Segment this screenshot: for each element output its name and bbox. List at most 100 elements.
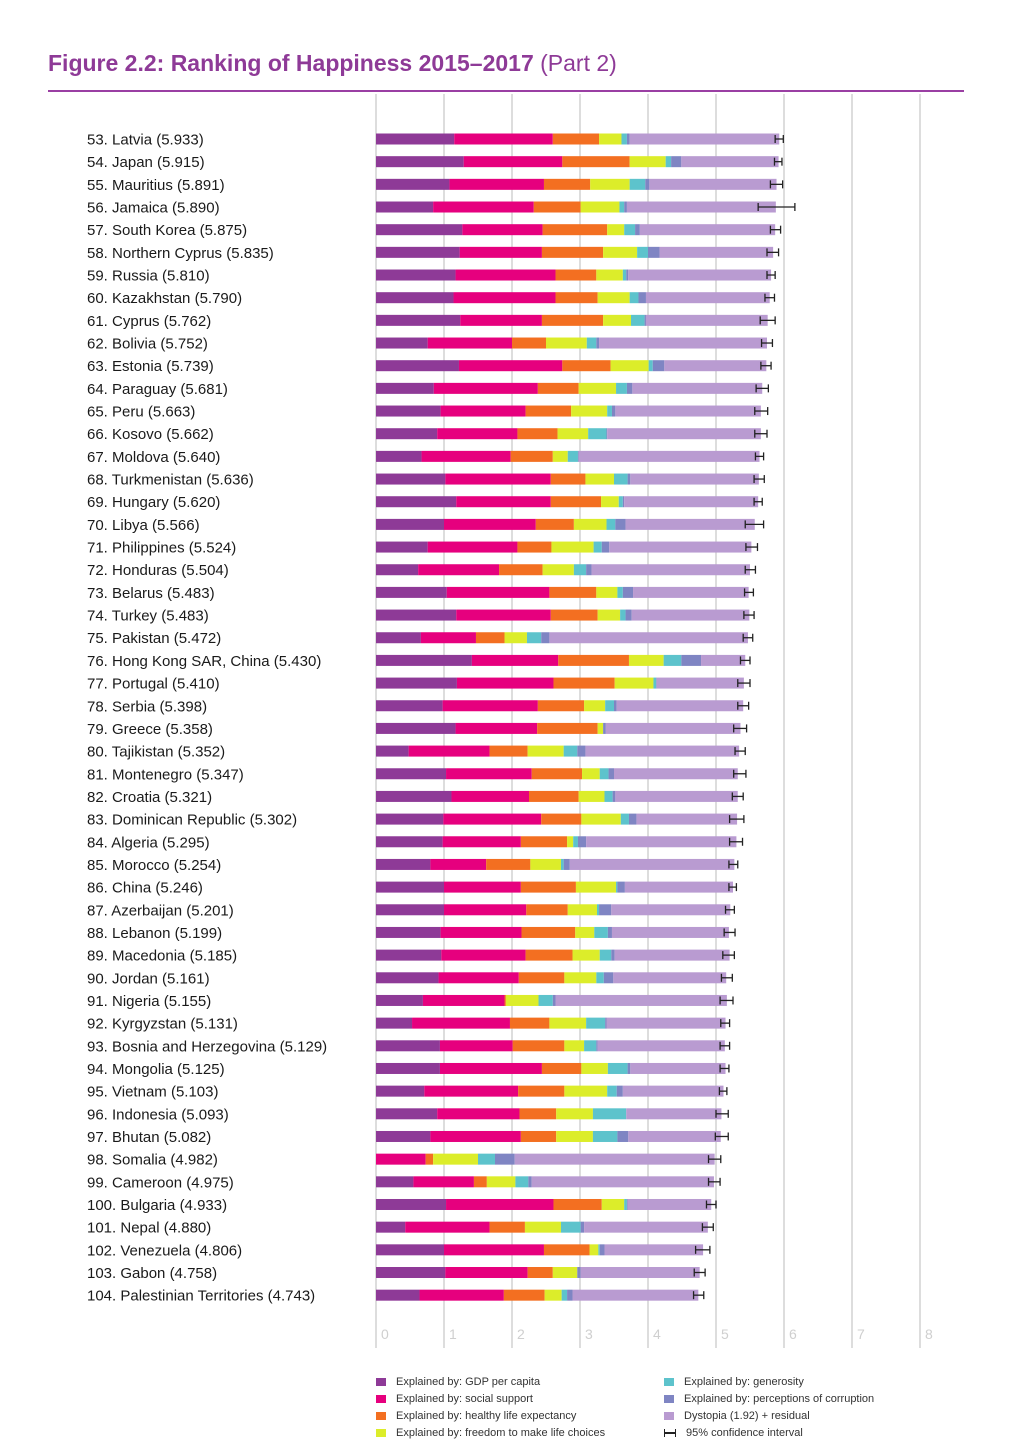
bar-segment-health	[558, 654, 629, 666]
bar-row	[376, 1108, 729, 1120]
confidence-interval	[753, 475, 765, 484]
bar-row	[376, 496, 763, 508]
bar-segment-gdp	[376, 1267, 446, 1278]
confidence-interval	[728, 815, 745, 824]
bar-segment-social	[442, 836, 521, 848]
bar-segment-dystopia	[681, 156, 779, 168]
bar-segment-freedom	[589, 1244, 599, 1256]
bar-segment-generosity	[598, 1244, 600, 1256]
confidence-interval	[722, 951, 736, 960]
bar-segment-social	[437, 428, 518, 440]
bar-segment-health	[533, 201, 581, 213]
bar-segment-freedom	[573, 518, 607, 530]
bar-segment-corruption	[617, 1130, 629, 1142]
bar-row	[376, 1176, 721, 1188]
bar-segment-health	[504, 994, 506, 1006]
x-tick-label-3: 3	[585, 1326, 593, 1342]
bar-row	[376, 836, 744, 848]
legend-label: Explained by: perceptions of corruption	[684, 1393, 875, 1405]
bar-segment-freedom	[575, 926, 595, 938]
confidence-interval	[744, 565, 757, 574]
confidence-interval	[757, 203, 796, 212]
bar-segment-freedom	[527, 745, 564, 757]
bar-segment-dystopia	[604, 1244, 704, 1256]
bar-segment-gdp	[376, 178, 450, 190]
bar-segment-health	[535, 518, 574, 530]
bar-segment-gdp	[376, 926, 441, 938]
bar-segment-social	[443, 813, 542, 825]
bar-segment-gdp	[376, 133, 455, 145]
legend-item-health: Explained by: healthy life expectancy	[376, 1410, 576, 1422]
row-label: 81. Montenegro (5.347)	[87, 766, 244, 783]
row-label: 72. Honduras (5.504)	[87, 562, 229, 579]
bar-segment-corruption	[567, 1289, 573, 1301]
bar-row	[376, 677, 751, 689]
legend-item-corruption: Explained by: perceptions of corruption	[664, 1393, 874, 1405]
bar-row	[376, 1289, 705, 1301]
bar-row	[376, 904, 736, 916]
bar-segment-health	[521, 926, 576, 938]
bar-segment-corruption	[603, 722, 606, 734]
bar-segment-health	[562, 360, 611, 372]
bar-segment-dystopia	[622, 1085, 724, 1097]
row-labels: 53. Latvia (5.933) 54. Japan (5.915) 55. M…	[87, 132, 327, 1305]
bar-segment-health	[499, 564, 543, 576]
bar-segment-dystopia	[630, 1062, 726, 1074]
bar-segment-dystopia	[555, 994, 727, 1006]
bar-segment-gdp	[376, 564, 419, 576]
legend-item-social: Explained by: social support	[376, 1393, 533, 1405]
bar-segment-gdp	[376, 1221, 406, 1233]
bar-segment-corruption	[605, 1017, 607, 1029]
bar-segment-freedom	[597, 609, 621, 621]
confidence-interval	[719, 1041, 731, 1050]
bar-segment-health	[531, 768, 583, 780]
bar-segment-health	[537, 382, 579, 394]
bar-row	[376, 269, 776, 281]
bar-segment-social	[427, 337, 512, 349]
bar-segment-gdp	[376, 360, 459, 372]
bar-segment-corruption	[645, 178, 650, 190]
bar-segment-corruption	[617, 881, 625, 893]
bar-segment-generosity	[619, 201, 625, 213]
bar-segment-corruption	[681, 654, 702, 666]
x-tick-label-5: 5	[721, 1326, 729, 1342]
bar-segment-health	[489, 1221, 525, 1233]
bar-segment-dystopia	[605, 722, 741, 734]
bar-segment-gdp	[376, 836, 443, 848]
confidence-interval	[694, 1245, 711, 1254]
bar-row	[376, 1198, 717, 1210]
bar-segment-gdp	[376, 813, 444, 825]
bar-segment-freedom	[629, 156, 666, 168]
bar-row	[376, 972, 733, 984]
bar-segment-generosity	[607, 1085, 617, 1097]
bar-segment-social	[420, 632, 476, 644]
bar-segment-social	[408, 745, 490, 757]
confidence-interval	[764, 293, 776, 302]
row-label: 68. Turkmenistan (5.636)	[87, 472, 254, 489]
bar-segment-corruption	[563, 858, 570, 870]
bar-segment-generosity	[648, 360, 653, 372]
confidence-interval	[760, 361, 772, 370]
bar-segment-generosity	[607, 1062, 628, 1074]
bar-segment-dystopia	[636, 813, 738, 825]
bar-segment-gdp	[376, 1130, 431, 1142]
bar-segment-corruption	[603, 972, 614, 984]
bar-segment-social	[455, 269, 556, 281]
x-tick-label-6: 6	[789, 1326, 797, 1342]
bar-segment-dystopia	[514, 1153, 715, 1165]
bar-segment-health	[553, 677, 615, 689]
bar-row	[376, 1062, 730, 1074]
bar-segment-social	[442, 700, 538, 712]
bar-segment-generosity	[607, 405, 612, 417]
bar-segment-gdp	[376, 1244, 444, 1256]
row-label: 75. Pakistan (5.472)	[87, 630, 221, 647]
legend-swatch-health	[376, 1412, 386, 1420]
bar-segment-gdp	[376, 314, 461, 326]
bar-segment-generosity	[592, 1130, 618, 1142]
bar-segment-generosity	[573, 564, 587, 576]
bar-segment-dystopia	[549, 632, 748, 644]
bar-segment-freedom	[590, 178, 630, 190]
bar-segment-social	[418, 564, 500, 576]
bar-segment-freedom	[582, 768, 600, 780]
